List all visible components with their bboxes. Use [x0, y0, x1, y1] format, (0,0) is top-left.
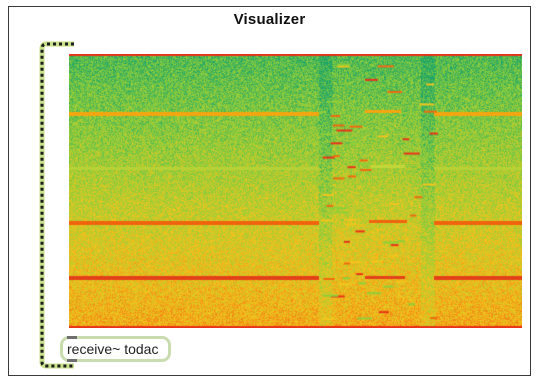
spectrogram-display[interactable] [69, 54, 522, 328]
object-inlet[interactable] [67, 336, 77, 339]
spectrogram-canvas [69, 54, 522, 328]
object-outlet[interactable] [67, 359, 77, 362]
panel-title: Visualizer [233, 11, 306, 28]
visualizer-panel: Visualizer [8, 6, 531, 376]
receive-object-label: receive~ todac [67, 341, 159, 357]
receive-todac-object[interactable]: receive~ todac [60, 336, 172, 362]
patch-cord[interactable] [34, 40, 76, 370]
